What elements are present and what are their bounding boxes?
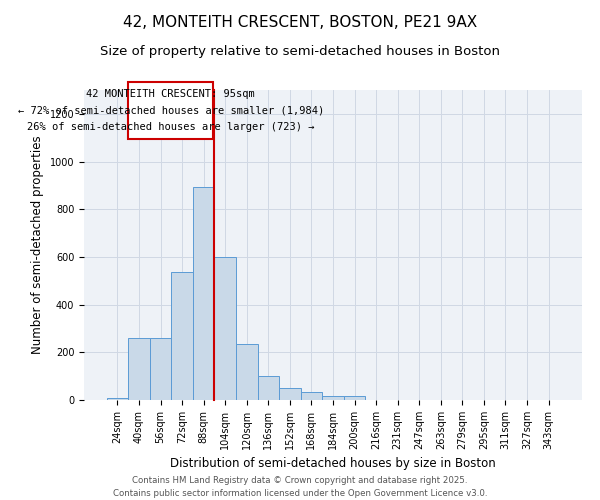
Y-axis label: Number of semi-detached properties: Number of semi-detached properties xyxy=(31,136,44,354)
Bar xyxy=(257,376,279,400)
Bar xyxy=(193,186,214,400)
X-axis label: Distribution of semi-detached houses by size in Boston: Distribution of semi-detached houses by … xyxy=(170,458,496,470)
Bar xyxy=(322,396,344,400)
Text: Contains HM Land Registry data © Crown copyright and database right 2025.
Contai: Contains HM Land Registry data © Crown c… xyxy=(113,476,487,498)
Bar xyxy=(150,338,172,400)
Text: 42, MONTEITH CRESCENT, BOSTON, PE21 9AX: 42, MONTEITH CRESCENT, BOSTON, PE21 9AX xyxy=(123,15,477,30)
Bar xyxy=(344,396,365,400)
Text: 26% of semi-detached houses are larger (723) →: 26% of semi-detached houses are larger (… xyxy=(27,122,314,132)
Text: Size of property relative to semi-detached houses in Boston: Size of property relative to semi-detach… xyxy=(100,45,500,58)
Bar xyxy=(214,257,236,400)
Bar xyxy=(172,272,193,400)
Bar xyxy=(236,344,257,400)
Text: 42 MONTEITH CRESCENT: 95sqm: 42 MONTEITH CRESCENT: 95sqm xyxy=(86,89,255,99)
Bar xyxy=(301,392,322,400)
FancyBboxPatch shape xyxy=(128,82,214,139)
Bar xyxy=(107,398,128,400)
Bar xyxy=(128,338,150,400)
Bar xyxy=(279,388,301,400)
Text: ← 72% of semi-detached houses are smaller (1,984): ← 72% of semi-detached houses are smalle… xyxy=(17,106,324,116)
